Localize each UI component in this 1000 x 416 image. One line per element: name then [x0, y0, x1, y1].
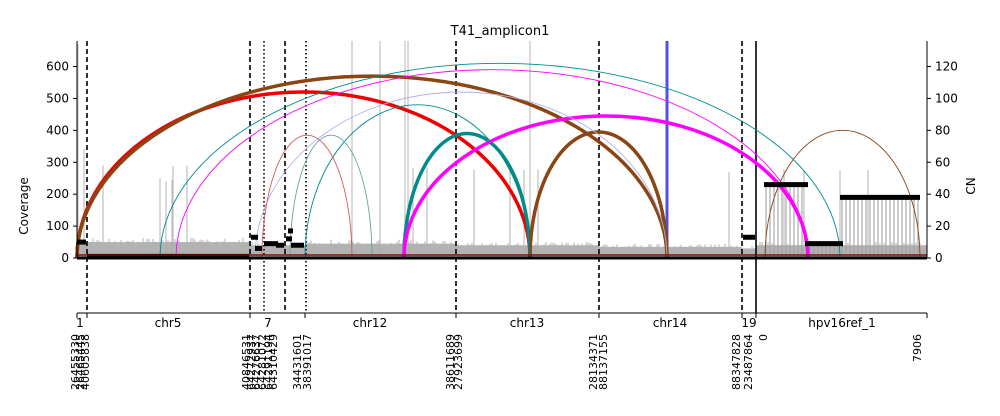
x-tick-label: 64281072 — [256, 334, 269, 390]
x-tick-label: 23487864 — [742, 334, 755, 390]
y-tick-label: 600 — [46, 60, 69, 74]
x-tick-label: 7906 — [911, 334, 924, 362]
x-tick-label: 64276637 — [250, 334, 263, 390]
x-tick-label: 38391017 — [301, 334, 314, 390]
chart-title: T41_amplicon1 — [450, 24, 550, 39]
breakpoint-arc — [175, 69, 809, 259]
x-tick-label: 26465445 — [74, 334, 87, 390]
x-tick-label: 34431601 — [291, 334, 304, 390]
y-axis-label: Coverage — [17, 177, 31, 235]
y2-tick-label: 20 — [935, 219, 950, 233]
breakpoint-arc — [75, 74, 669, 259]
y2-tick-label: 120 — [935, 60, 958, 74]
segment-label: 1 — [76, 316, 84, 330]
x-tick-label: 27923699 — [452, 334, 465, 390]
coverage-segment-0 — [77, 243, 87, 258]
y2-tick-label: 60 — [935, 155, 950, 169]
x-tick-label: 38611689 — [444, 334, 457, 390]
y-tick-label: 100 — [46, 219, 69, 233]
y-tick-label: 0 — [61, 251, 69, 265]
y-tick-label: 400 — [46, 123, 69, 137]
breakpoint-arc — [402, 131, 532, 259]
y-tick-label: 300 — [46, 155, 69, 169]
segment-label: hpv16ref_1 — [808, 316, 876, 330]
segment-label: chr5 — [155, 316, 182, 330]
segment-label: chr13 — [510, 316, 544, 330]
axis-layer: 0 100 200 300 400 500 600 0 20 40 60 80 100 120 1 chr5 7… — [46, 41, 958, 390]
breakpoint-arc — [402, 114, 810, 259]
segment-label: chr14 — [653, 316, 687, 330]
coverage-layer — [76, 41, 927, 258]
y2-tick-label: 0 — [935, 251, 943, 265]
segment-label: 19 — [741, 316, 756, 330]
x-tick-label: 64310429 — [267, 334, 280, 390]
x-tick-label: 40846531 — [240, 334, 253, 390]
breakpoint-arc — [159, 62, 841, 259]
copy-number-layer — [77, 182, 927, 260]
x-tick-label: 64291194 — [262, 334, 275, 390]
y2-tick-label: 100 — [935, 91, 958, 105]
breakpoint-marker-layer — [86, 41, 757, 313]
y2-axis-label: CN — [964, 177, 978, 194]
x-tick-label: 64272937 — [245, 334, 258, 390]
coverage-segment-6 — [742, 248, 756, 258]
x-tick-label: 28134371 — [587, 334, 600, 390]
x-tick-label: 26455330 — [69, 334, 82, 390]
breakpoint-arc — [289, 134, 373, 259]
y-tick-label: 200 — [46, 187, 69, 201]
y2-tick-label: 40 — [935, 187, 950, 201]
y-tick-label: 500 — [46, 91, 69, 105]
x-tick-label: 40605838 — [79, 334, 92, 390]
x-tick-label: 88347828 — [730, 334, 743, 390]
breakpoint-arc — [261, 134, 353, 259]
breakpoint-arc — [254, 91, 668, 259]
x-tick-label: 88137155 — [597, 334, 610, 390]
segment-label: chr12 — [353, 316, 387, 330]
breakpoint-arc — [528, 130, 669, 259]
segment-label: 7 — [264, 316, 272, 330]
y2-tick-label: 80 — [935, 123, 950, 137]
x-tick-label: 0 — [757, 334, 770, 341]
arc-layer — [75, 62, 921, 259]
breakpoint-arc — [304, 104, 531, 259]
